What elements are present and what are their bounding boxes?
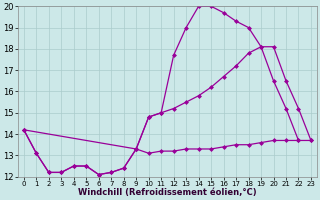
X-axis label: Windchill (Refroidissement éolien,°C): Windchill (Refroidissement éolien,°C) — [78, 188, 257, 197]
